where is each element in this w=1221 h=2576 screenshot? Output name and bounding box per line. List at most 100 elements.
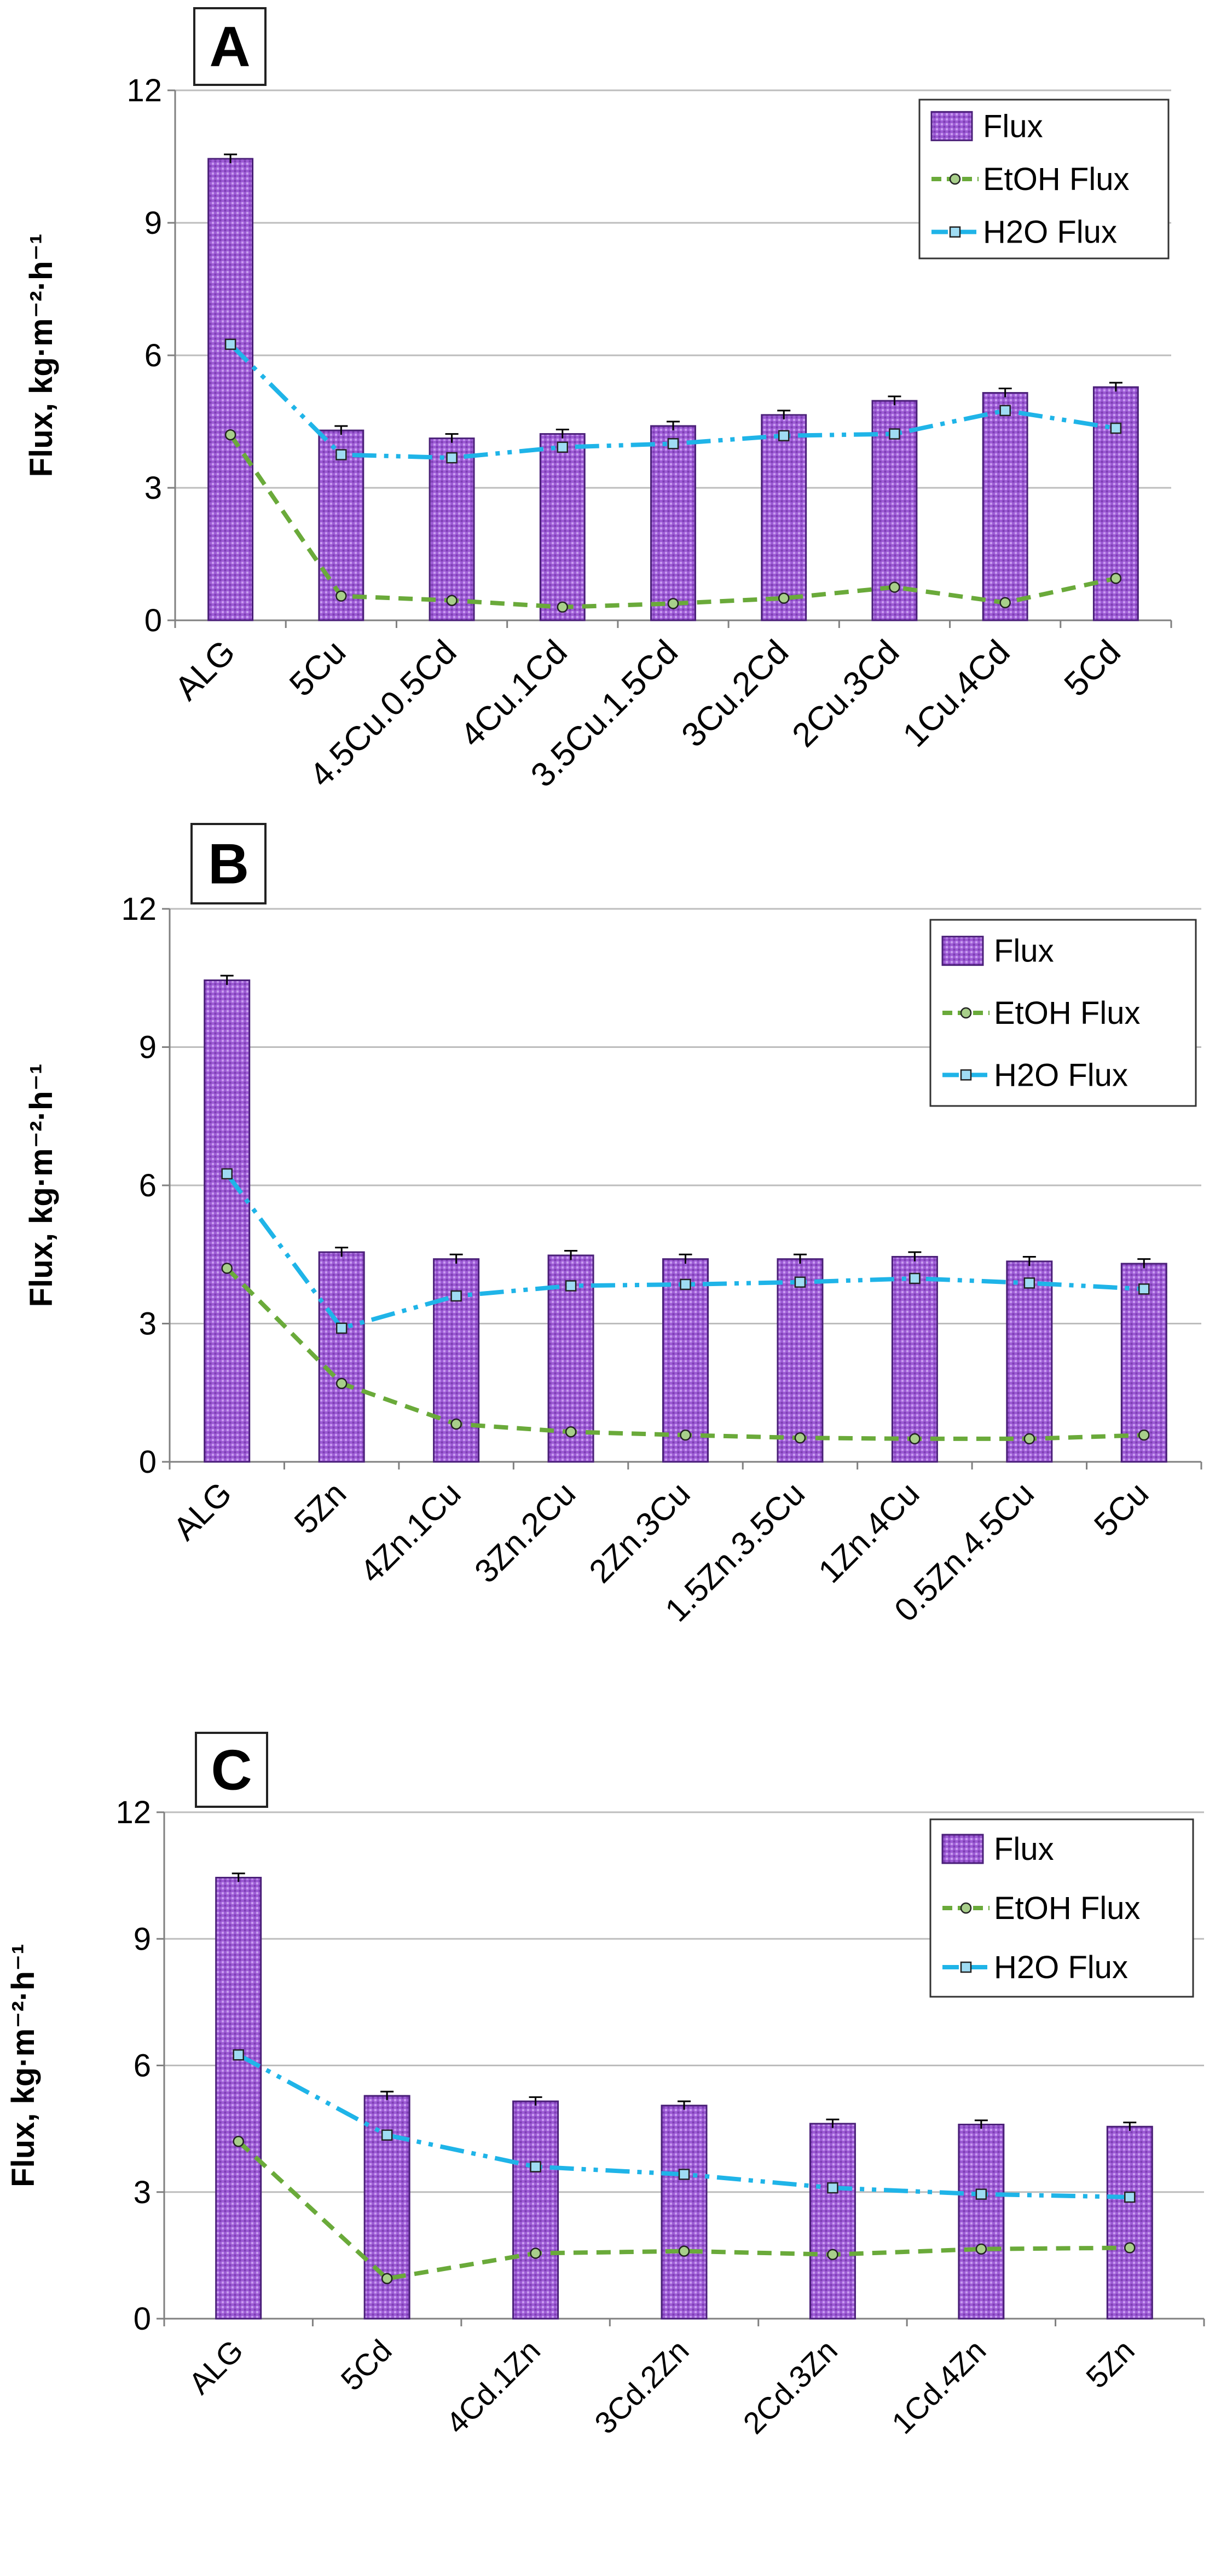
y-tick-label: 3: [144, 470, 162, 506]
x-tick-label: 5Cu: [282, 633, 353, 704]
y-tick-label: 3: [139, 1306, 157, 1342]
series-line-etoh: [228, 433, 1116, 609]
panel-label: B: [208, 833, 249, 896]
bar-5cu: [1120, 1263, 1167, 1463]
h2o-point: [794, 1276, 806, 1288]
etoh-point: [678, 2245, 690, 2257]
h2o-point: [999, 405, 1011, 417]
legend-label-h2o: H2O Flux: [994, 1950, 1128, 1985]
bar-4-5cu-0-5cd: [429, 437, 475, 621]
h2o-point: [667, 438, 679, 449]
bar-3cu-2cd: [761, 414, 807, 621]
x-tick-label: 5Zn: [1079, 2333, 1141, 2395]
bar-1cd-4zn: [958, 2123, 1005, 2320]
x-tick-label: 2Cu.3Cd: [785, 633, 907, 754]
bar-alg: [204, 979, 251, 1463]
etoh-point: [224, 429, 236, 441]
etoh-point: [667, 598, 679, 609]
legend-swatch-flux: [941, 936, 984, 966]
y-tick-label: 12: [126, 73, 162, 108]
h2o-point: [233, 2049, 244, 2061]
y-tick-label: 9: [144, 205, 162, 241]
legend-swatch-flux: [941, 1834, 984, 1864]
panel-label: C: [211, 1739, 252, 1802]
y-tick-label: 12: [115, 1795, 151, 1830]
legend-marker-h2o: [949, 226, 961, 238]
x-tick-label: 1Zn.4Cu: [811, 1475, 926, 1590]
legend-marker-etoh: [960, 1007, 972, 1019]
legend-label-etoh: EtOH Flux: [994, 1891, 1141, 1926]
legend-marker-etoh: [949, 173, 961, 185]
h2o-point: [909, 1272, 921, 1284]
legend-label-flux: Flux: [994, 933, 1054, 969]
legend-label-h2o: H2O Flux: [983, 215, 1117, 250]
h2o-point: [530, 2161, 541, 2172]
etoh-point: [909, 1433, 921, 1445]
legend-label-etoh: EtOH Flux: [983, 162, 1130, 197]
y-tick-label: 0: [144, 603, 162, 638]
etoh-point: [530, 2247, 541, 2259]
y-tick-label: 0: [139, 1444, 157, 1480]
x-tick-label: 2Zn.3Cu: [582, 1475, 697, 1590]
x-tick-label: ALG: [166, 1475, 239, 1547]
bar-2cd-3zn: [809, 2123, 856, 2320]
h2o-point: [975, 2188, 987, 2200]
etoh-point: [557, 601, 569, 613]
chart-panel-b: 0 3 6 9 12 Flux, kg·m⁻²·h⁻¹ ALG 5Zn 4Zn.1Cu 3Zn.2…: [24, 823, 1202, 1629]
legend-marker-h2o: [960, 1961, 972, 1973]
bar-4cd-1zn: [512, 2100, 559, 2320]
x-tick-label: 5Cd: [334, 2333, 398, 2397]
bar-2zn-3cu: [662, 1258, 709, 1463]
y-tick-label: 3: [134, 2175, 151, 2210]
h2o-point: [224, 338, 236, 350]
panel-label: A: [209, 15, 250, 79]
h2o-point: [446, 452, 458, 464]
h2o-point: [565, 1280, 577, 1292]
h2o-point: [1023, 1277, 1035, 1289]
bar-5cu: [318, 429, 364, 621]
etoh-point: [221, 1263, 233, 1274]
etoh-point: [794, 1432, 806, 1444]
h2o-point: [680, 1278, 691, 1290]
y-tick-label: 6: [139, 1168, 157, 1203]
x-tick-label: 4Zn.1Cu: [353, 1475, 468, 1590]
etoh-point: [446, 595, 458, 606]
y-tick-label: 6: [144, 338, 162, 373]
legend-label-flux: Flux: [983, 108, 1043, 144]
etoh-point: [1124, 2242, 1136, 2254]
etoh-point: [233, 2136, 244, 2147]
bar-4cu-1cd: [539, 433, 586, 621]
h2o-point: [335, 449, 347, 460]
x-tick-label: 3Cd.2Zn: [588, 2333, 695, 2440]
h2o-point: [221, 1168, 233, 1180]
x-tick-label: ALG: [182, 2333, 250, 2401]
legend-label-h2o: H2O Flux: [994, 1057, 1128, 1093]
series-line-h2o: [225, 1172, 1144, 1330]
etoh-point: [889, 581, 900, 593]
bar-1cu-4cd: [982, 392, 1028, 621]
x-tick-label: 4Cd.1Zn: [439, 2333, 547, 2440]
series-line-h2o: [229, 343, 1116, 460]
y-axis-title: Flux, kg·m⁻²·h⁻¹: [5, 1944, 41, 2187]
legend: Flux EtOH Flux H2O Flux: [929, 919, 1197, 1107]
x-tick-label: ALG: [167, 633, 242, 708]
x-tick-label: 5Zn: [287, 1475, 353, 1541]
h2o-point: [450, 1290, 462, 1302]
y-tick-label: 12: [121, 891, 157, 927]
x-tick-label: 1Cd.4Zn: [885, 2333, 992, 2440]
etoh-point: [827, 2249, 838, 2261]
bar-3-5cu-1-5cd: [650, 425, 696, 621]
h2o-point: [678, 2169, 690, 2180]
bar-alg: [207, 158, 254, 621]
legend-marker-h2o: [960, 1069, 972, 1081]
etoh-point: [1138, 1429, 1150, 1441]
y-tick-label: 6: [134, 2048, 151, 2084]
panel-label-box: [190, 823, 267, 904]
bar-1zn-4cu: [891, 1255, 938, 1463]
legend-label-flux: Flux: [994, 1831, 1054, 1867]
legend: Flux EtOH Flux H2O Flux: [918, 99, 1170, 260]
etoh-point: [335, 590, 347, 602]
